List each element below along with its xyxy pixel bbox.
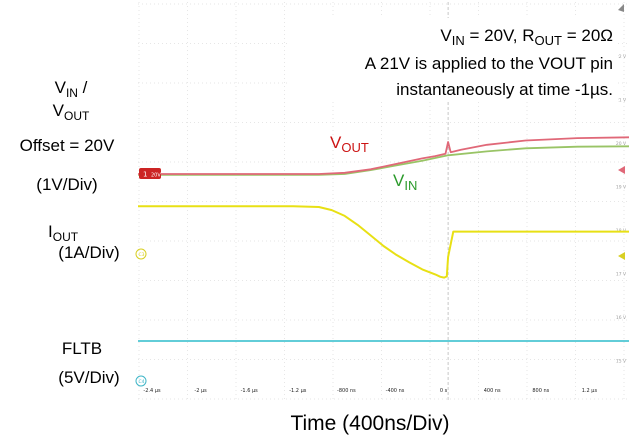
vout-trace-label: VOUT bbox=[330, 133, 369, 155]
vin-vout-label: VIN / VOUT bbox=[52, 78, 90, 123]
x-tick-label: 400 ns bbox=[484, 388, 501, 394]
svg-text:20V: 20V bbox=[151, 173, 161, 179]
x-tick-label: -1.2 µs bbox=[289, 388, 307, 394]
right-tick-label: 17 V bbox=[616, 272, 627, 278]
x-tick-labels: -2.4 µs -2 µs -1.6 µs -1.2 µs -800 ns -400 ns… bbox=[143, 388, 597, 394]
ch1-marker: 1 20V bbox=[139, 168, 161, 179]
vout-trace bbox=[138, 136, 629, 175]
x-tick-label: -800 ns bbox=[337, 388, 356, 394]
svg-text:C3: C3 bbox=[139, 252, 145, 258]
annotation-line2: A 21V is applied to the VOUT pin bbox=[365, 54, 613, 73]
offset-label: Offset = 20V bbox=[19, 136, 115, 155]
x-tick-label: 800 ns bbox=[532, 388, 549, 394]
right-tick-label: 15 V bbox=[616, 359, 627, 365]
annotation: VIN = 20V, ROUT = 20Ω A 21V is applied t… bbox=[290, 18, 618, 102]
trigger-arrow bbox=[618, 4, 624, 12]
x-tick-label: -1.6 µs bbox=[241, 388, 259, 394]
right-tick-label: 22 V bbox=[616, 54, 627, 60]
x-tick-label: -2 µs bbox=[194, 388, 207, 394]
iout-level-arrow bbox=[618, 252, 625, 260]
x-axis-label: Time (400ns/Div) bbox=[290, 412, 450, 435]
right-tick-label: 21 V bbox=[616, 98, 627, 104]
vin-vout-scale-label: (1V/Div) bbox=[36, 175, 98, 194]
fltb-scale-label: (5V/Div) bbox=[58, 368, 120, 387]
fltb-label: FLTB bbox=[61, 339, 103, 358]
ch3-marker: C3 bbox=[135, 248, 147, 260]
x-tick-label: -2.4 µs bbox=[143, 388, 161, 394]
iout-scale-label: (1A/Div) bbox=[58, 243, 120, 262]
ch4-marker: C4 bbox=[135, 375, 147, 387]
annotation-background bbox=[290, 18, 618, 102]
right-tick-label: 19 V bbox=[616, 185, 627, 191]
x-tick-label: 0 s bbox=[440, 388, 448, 394]
vin-trace-label: VIN bbox=[393, 171, 417, 193]
svg-text:1: 1 bbox=[143, 171, 147, 179]
annotation-line3: instantaneously at time -1µs. bbox=[396, 80, 613, 99]
svg-text:C4: C4 bbox=[139, 379, 145, 385]
annotation-line1: VIN = 20V, ROUT = 20Ω bbox=[440, 26, 613, 48]
right-tick-label: 20 V bbox=[616, 141, 627, 147]
x-tick-label: 1.2 µs bbox=[582, 388, 598, 394]
iout-label: IOUT bbox=[48, 222, 79, 244]
right-tick-label: 16 V bbox=[616, 315, 627, 321]
vout-level-arrow bbox=[618, 166, 625, 174]
x-tick-label: -400 ns bbox=[386, 388, 405, 394]
iout-trace bbox=[138, 205, 629, 279]
